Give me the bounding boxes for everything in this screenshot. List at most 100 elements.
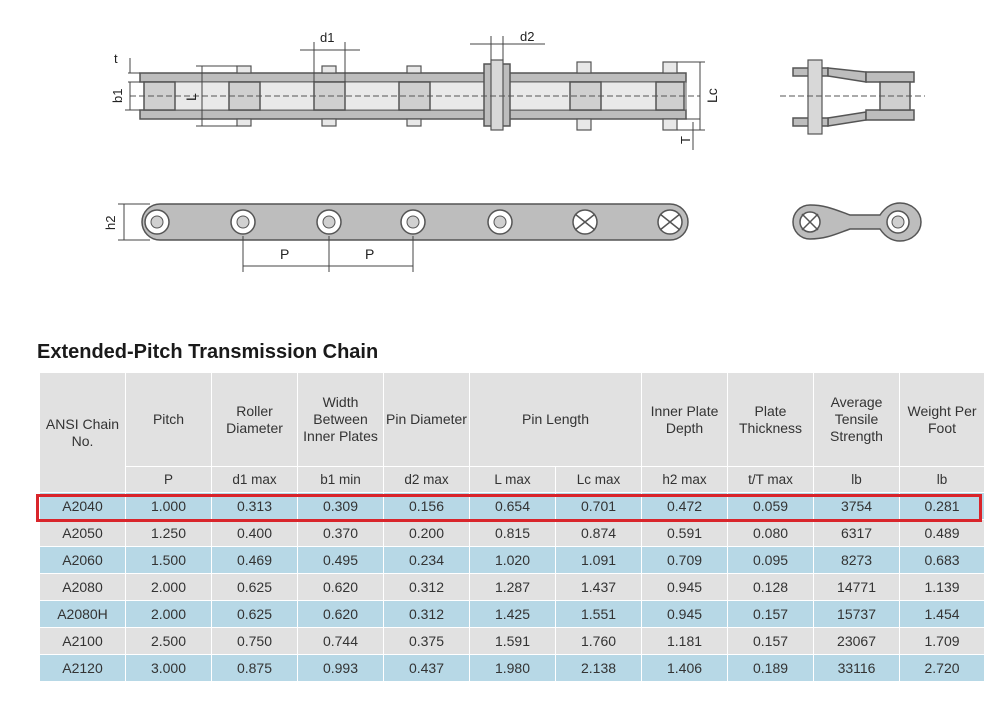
value-cell: 0.591 [641,519,729,547]
value-cell: 1.980 [469,654,556,682]
value-cell: 0.683 [899,546,986,574]
value-cell: 0.945 [641,600,729,628]
table-row: A2080 2.000 0.625 0.620 0.312 1.287 1.437 0.945… [39,573,986,601]
chain-no-cell: A2100 [39,627,126,655]
value-cell: 3.000 [125,654,212,682]
table-row: A2120 3.000 0.875 0.993 0.437 1.980 2.138 1.406… [39,654,986,682]
value-cell: 0.370 [297,519,384,547]
value-cell: 0.059 [727,492,815,520]
value-cell: 2.000 [125,600,212,628]
label-d1: d1 [320,30,334,45]
value-cell: 3754 [813,492,901,520]
chain-no-cell: A2060 [39,546,126,574]
table-title: Extended-Pitch Transmission Chain [37,341,379,363]
value-cell: 1.000 [125,492,212,520]
value-cell: 2.500 [125,627,212,655]
value-cell: 1.500 [125,546,212,574]
value-cell: 0.309 [297,492,384,520]
value-cell: 1.591 [469,627,556,655]
value-cell: 1.139 [899,573,986,601]
value-cell: 14771 [813,573,901,601]
value-cell: 0.620 [297,573,384,601]
value-cell: 0.709 [641,546,729,574]
value-cell: 0.875 [211,654,298,682]
value-cell: 0.815 [469,519,556,547]
value-cell: 0.189 [727,654,815,682]
unit-cell: d2 max [383,466,470,493]
chain-diagram: t b1 L d1 d2 Lc T [103,29,925,272]
chain-profile-view [118,203,689,272]
value-cell: 1.454 [899,600,986,628]
chain-profile-end-view [792,202,922,242]
label-Lc: Lc [704,88,720,103]
value-cell: 15737 [813,600,901,628]
unit-cell: lb [813,466,901,493]
spec-table: ANSI Chain No. Pitch Roller Diameter Wid… [39,372,986,682]
label-T: T [678,136,693,144]
header-pitch: Pitch [125,372,212,467]
value-cell: 0.157 [727,600,815,628]
table-row: A2040 1.000 0.313 0.309 0.156 0.654 0.701 0.472… [39,492,986,520]
value-cell: 0.625 [211,573,298,601]
value-cell: 0.750 [211,627,298,655]
value-cell: 0.744 [297,627,384,655]
units-row: P d1 max b1 min d2 max L max Lc max h2 m… [40,466,986,493]
value-cell: 33116 [813,654,901,682]
value-cell: 0.281 [899,492,986,520]
value-cell: 0.620 [297,600,384,628]
table-row: A2050 1.250 0.400 0.370 0.200 0.815 0.874 0.591… [39,519,986,547]
table-row: A2080H 2.000 0.625 0.620 0.312 1.425 1.551 0.94… [39,600,986,628]
value-cell: 8273 [813,546,901,574]
value-cell: 1.551 [554,600,643,628]
value-cell: 2.138 [554,654,643,682]
value-cell: 0.495 [297,546,384,574]
value-cell: 0.234 [383,546,470,574]
label-t: t [114,51,118,66]
unit-cell: t/T max [727,466,815,493]
value-cell: 0.469 [211,546,298,574]
header-tensile-strength: Average Tensile Strength [813,372,901,467]
value-cell: 6317 [813,519,901,547]
value-cell: 2.000 [125,573,212,601]
unit-cell: d1 max [211,466,298,493]
value-cell: 0.095 [727,546,815,574]
label-h2: h2 [103,216,118,230]
value-cell: 2.720 [899,654,986,682]
value-cell: 23067 [813,627,901,655]
header-inner-plate-depth: Inner Plate Depth [641,372,729,467]
value-cell: 1.020 [469,546,556,574]
value-cell: 0.625 [211,600,298,628]
unit-cell: lb [899,466,986,493]
value-cell: 0.654 [469,492,556,520]
value-cell: 0.080 [727,519,815,547]
chain-end-view [780,59,925,135]
value-cell: 1.709 [899,627,986,655]
chain-no-cell: A2050 [39,519,126,547]
header-pin-diameter: Pin Diameter [383,372,470,467]
header-width-between-plates: Width Between Inner Plates [297,372,384,467]
label-d2: d2 [520,29,534,44]
unit-cell: P [125,466,212,493]
value-cell: 0.437 [383,654,470,682]
value-cell: 1.287 [469,573,556,601]
value-cell: 0.157 [727,627,815,655]
header-plate-thickness: Plate Thickness [727,372,815,467]
unit-cell: h2 max [641,466,729,493]
value-cell: 1.406 [641,654,729,682]
label-L: L [183,93,199,101]
header-pin-length: Pin Length [468,372,643,467]
value-cell: 0.472 [641,492,729,520]
header-row: ANSI Chain No. Pitch Roller Diameter Wid… [39,372,986,493]
label-pitch-2: P [365,246,374,262]
value-cell: 1.760 [554,627,643,655]
header-weight-per-foot: Weight Per Foot [899,372,986,467]
value-cell: 0.312 [383,600,470,628]
value-cell: 0.375 [383,627,470,655]
unit-cell: Lc max [554,466,643,493]
label-b1: b1 [110,89,125,103]
value-cell: 0.489 [899,519,986,547]
value-cell: 1.425 [469,600,556,628]
header-roller-diameter: Roller Diameter [211,372,298,467]
label-pitch-1: P [280,246,289,262]
value-cell: 0.400 [211,519,298,547]
